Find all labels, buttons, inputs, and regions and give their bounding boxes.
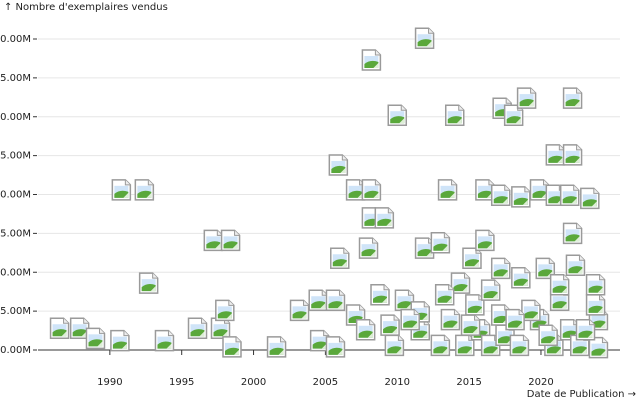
point-image [490,184,511,207]
y-tick-label: 35.00M [0,73,31,84]
point-image [220,229,241,252]
point-image [358,237,379,259]
point-image [440,308,461,331]
point-image [450,272,471,294]
point-image [387,104,408,126]
point-image [266,336,287,358]
point-image [330,247,350,270]
point-image [538,324,558,346]
point-image [462,247,482,270]
x-tick-label: 2005 [313,377,338,388]
point-image [380,314,400,336]
point-image [580,187,600,210]
point-image [505,308,525,331]
point-image [384,334,405,357]
point-image [480,279,501,301]
y-tick-label: 20.00M [0,190,31,201]
point-image [328,154,349,176]
point-image [437,179,458,201]
point-image [69,317,90,339]
y-tick-label: 5.00M [0,306,31,317]
point-image [565,254,586,277]
point-image [210,317,231,339]
point-image [134,179,155,201]
point-image [374,207,395,229]
point-image [361,179,382,201]
point-image [215,299,235,322]
point-image [308,289,328,311]
x-tick-label: 2010 [385,377,410,388]
point-image [444,104,465,126]
point-image [355,319,376,341]
point-image [49,317,70,339]
point-image [460,314,481,336]
point-image [545,144,566,166]
point-image [361,49,382,71]
point-image [325,289,346,311]
y-tick-label: 0.00M [0,345,31,356]
point-image [511,186,531,208]
point-image [187,317,208,339]
point-image [535,257,556,280]
point-image [516,87,537,109]
point-image [222,336,242,358]
y-tick-label: 25.00M [0,151,31,162]
point-image [325,336,346,358]
point-image [394,289,415,311]
point-image [559,184,580,207]
point-image [85,327,106,350]
y-axis-title: ↑ Nombre d'exemplaires vendus [4,2,168,13]
x-tick-label: 2020 [528,377,553,388]
point-image [588,336,609,359]
point-image [475,229,495,252]
point-image [138,272,159,294]
point-image [490,257,511,280]
point-image [562,87,583,109]
point-image [430,334,451,357]
point-image [370,284,390,306]
point-image [414,27,435,49]
point-image [585,294,606,316]
point-image [465,294,485,316]
x-tick-label: 1995 [169,377,194,388]
x-tick-label: 2000 [241,377,266,388]
point-image [562,144,583,166]
point-image [585,273,606,296]
y-tick-label: 10.00M [0,267,31,278]
x-tick-label: 2015 [456,377,481,388]
point-image [203,229,224,252]
x-tick-label: 1990 [97,377,122,388]
point-image [475,179,495,201]
point-image [509,334,530,357]
point-image [511,266,531,289]
point-image [434,284,455,306]
point-image [110,329,130,352]
y-tick-label: 40.00M [0,34,31,45]
point-image [430,231,451,254]
point-image [400,308,420,331]
y-tick-label: 30.00M [0,112,31,123]
x-axis-title: Date de Publication → [527,389,636,400]
point-image [549,273,570,296]
point-image [309,329,330,352]
point-image [154,329,175,352]
point-image [562,222,583,245]
y-tick-label: 15.00M [0,228,31,239]
point-image [111,179,132,201]
point-image [289,299,310,322]
point-image [575,319,596,341]
